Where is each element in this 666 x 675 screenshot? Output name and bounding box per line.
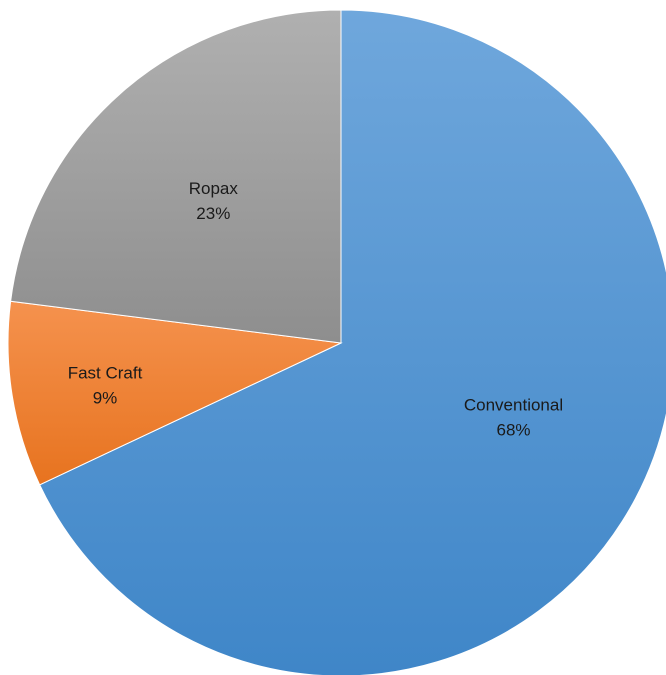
pie-slice-ropax <box>10 9 342 344</box>
pie-slices <box>7 9 666 675</box>
slice-percent-ropax: 23% <box>196 204 230 223</box>
slice-percent-conventional: 68% <box>496 420 530 439</box>
pie-slice-fast-craft <box>7 300 343 486</box>
slice-label-fast-craft: Fast Craft <box>68 364 143 383</box>
slice-label-conventional: Conventional <box>464 395 563 414</box>
pie-labels: Conventional 68% Fast Craft 9% Ropax 23% <box>68 179 563 439</box>
slice-label-ropax: Ropax <box>189 179 239 198</box>
slice-percent-fast-craft: 9% <box>93 389 118 408</box>
pie-slice-conventional <box>39 9 666 675</box>
